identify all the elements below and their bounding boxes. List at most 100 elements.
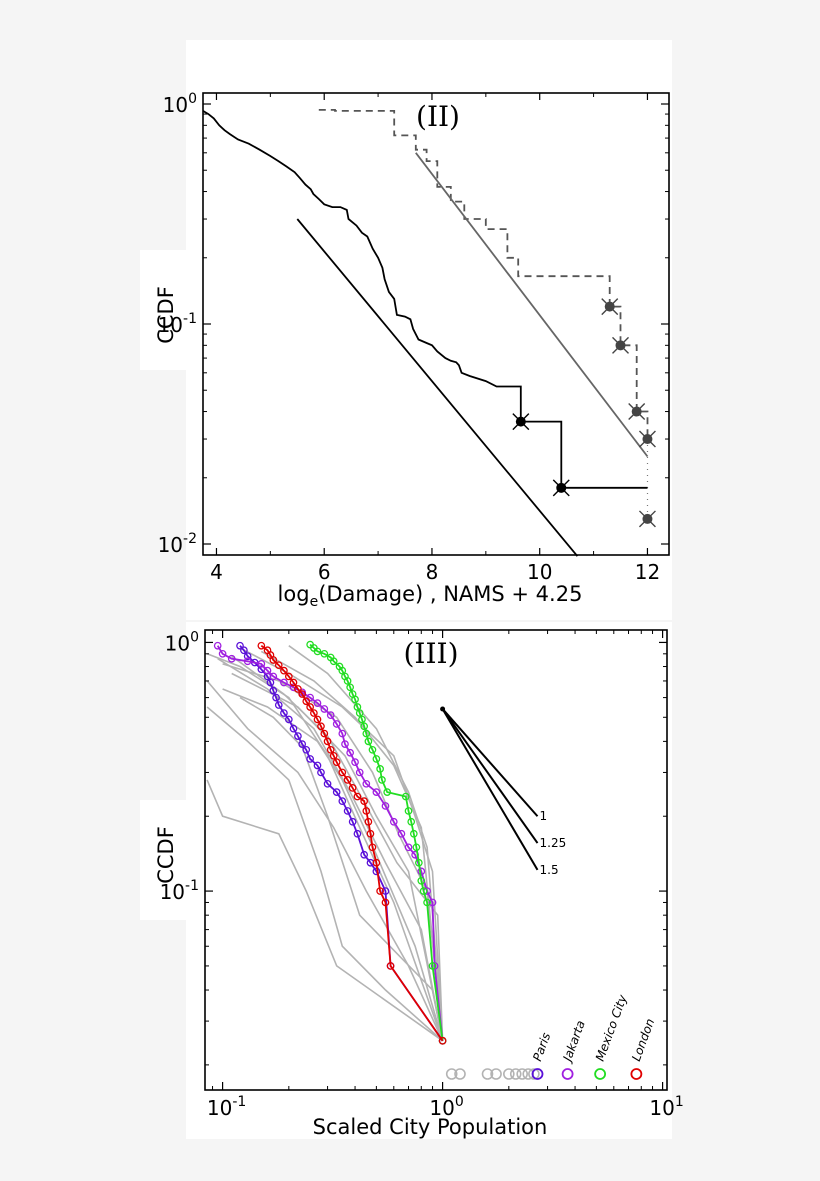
series-point bbox=[338, 797, 347, 805]
chart-panel-iii: 11.251.5 Paris Jakarta Mexico City London 1… bbox=[140, 622, 684, 1139]
series-point bbox=[294, 685, 302, 693]
series-point bbox=[329, 657, 338, 666]
series-point bbox=[376, 765, 384, 773]
series-point bbox=[284, 672, 293, 681]
series-point bbox=[274, 661, 283, 670]
series-point bbox=[368, 745, 377, 754]
legend-grey-marker bbox=[516, 1068, 528, 1080]
series-point bbox=[362, 807, 371, 815]
panel-iii-x-tick-label: 10-1 bbox=[207, 1094, 246, 1120]
series-point bbox=[351, 695, 359, 704]
series-point bbox=[348, 784, 357, 792]
series-point bbox=[298, 690, 307, 698]
series-point bbox=[358, 715, 366, 724]
series-point bbox=[428, 962, 437, 970]
series-point bbox=[269, 686, 278, 695]
panel-ii-marker-grey bbox=[612, 336, 630, 354]
legend-marker bbox=[531, 1068, 544, 1080]
series-point bbox=[372, 755, 381, 763]
x-label-log: log bbox=[278, 582, 310, 606]
series-point bbox=[372, 788, 381, 796]
reference-line-label: 1.5 bbox=[540, 863, 559, 877]
panel-iii-x-tick-label: 101 bbox=[649, 1094, 683, 1120]
series-point bbox=[438, 1036, 447, 1045]
series-point bbox=[269, 672, 278, 681]
panel-ii-series-black-fit-line bbox=[296, 218, 579, 557]
panel-ii-markers bbox=[512, 298, 656, 528]
panel-iii-y-axis-label: CCDF bbox=[154, 826, 178, 884]
series-point bbox=[236, 641, 244, 650]
panel-ii-black-series bbox=[202, 110, 648, 557]
series-point bbox=[348, 817, 357, 826]
series-point bbox=[376, 887, 384, 895]
series-point bbox=[323, 737, 332, 746]
series-point bbox=[343, 807, 352, 815]
series-point bbox=[313, 761, 322, 770]
series-point bbox=[272, 693, 280, 702]
panel-ii-x-tick-label: 12 bbox=[635, 560, 660, 584]
series-point bbox=[243, 657, 252, 666]
series-point bbox=[257, 660, 266, 668]
panel-ii-x-axis-label: loge(Damage) , NAMS + 4.25 bbox=[278, 582, 583, 610]
panel-iii-grey-line bbox=[222, 688, 444, 1042]
x-label-rest: (Damage) , NAMS + 4.25 bbox=[318, 582, 582, 606]
series-point bbox=[313, 699, 322, 707]
series-point bbox=[404, 843, 413, 852]
series-point bbox=[419, 887, 428, 895]
series-london bbox=[257, 641, 447, 1045]
series-point bbox=[329, 751, 338, 760]
panel-iii-y-tick-label: 10-1 bbox=[160, 878, 199, 904]
series-point bbox=[351, 758, 359, 767]
series-point bbox=[389, 817, 398, 826]
series-point bbox=[317, 768, 325, 777]
series-point bbox=[240, 646, 248, 655]
legend-marker bbox=[561, 1068, 574, 1080]
series-point bbox=[415, 858, 423, 867]
series-point bbox=[338, 768, 347, 777]
series-point bbox=[227, 654, 236, 663]
series-point bbox=[346, 748, 355, 757]
series-point bbox=[378, 776, 386, 784]
panel-iii-reference-lines: 1 1.25 1.5 bbox=[440, 706, 567, 877]
series-point bbox=[302, 697, 311, 706]
panel-ii-series-grey-fit-line bbox=[415, 152, 649, 458]
series-point bbox=[401, 792, 410, 801]
series-point bbox=[289, 724, 298, 733]
panel-iii-label: (III) bbox=[403, 637, 458, 670]
panel-ii-marker-black bbox=[512, 413, 530, 431]
series-mexico-city bbox=[306, 640, 447, 1045]
series-point bbox=[362, 779, 371, 788]
panel-iii-ylabel-bg bbox=[140, 800, 200, 920]
series-point bbox=[243, 652, 252, 661]
series-point bbox=[397, 829, 406, 838]
panel-iii-grey-line bbox=[288, 645, 444, 1041]
series-point bbox=[274, 701, 283, 709]
legend-marker bbox=[594, 1068, 607, 1080]
legend-grey-marker bbox=[490, 1068, 502, 1080]
reference-line-label: 1.25 bbox=[540, 836, 567, 850]
chart-panel-ii: 4 6 8 10 12 100 10-1 10-2 (II) loge(Damage) , N… bbox=[140, 40, 672, 620]
series-point bbox=[346, 683, 355, 692]
series-point bbox=[360, 797, 369, 805]
series-point bbox=[355, 709, 364, 717]
panel-ii-y-tick-label: 10-1 bbox=[158, 311, 197, 337]
panel-ii-x-tick-label: 10 bbox=[527, 560, 552, 584]
x-label-subscript: e bbox=[310, 594, 319, 610]
panel-ii-series-solid-black-step bbox=[202, 110, 648, 489]
series-point bbox=[428, 898, 437, 907]
legend-grey-marker bbox=[509, 1068, 522, 1080]
series-point bbox=[326, 711, 335, 719]
series-point bbox=[263, 666, 272, 675]
legend-grey-marker bbox=[503, 1068, 515, 1080]
panel-iii-grey-line bbox=[231, 672, 444, 1041]
series-point bbox=[280, 666, 288, 675]
panel-iii-city-series bbox=[213, 640, 447, 1045]
series-point bbox=[317, 722, 325, 731]
series-point bbox=[404, 807, 413, 815]
series-point bbox=[364, 737, 373, 746]
series-point bbox=[372, 858, 381, 867]
legend-grey-marker bbox=[481, 1068, 494, 1080]
panel-ii-marker-grey bbox=[628, 403, 646, 421]
series-point bbox=[353, 829, 362, 838]
series-point bbox=[298, 740, 307, 748]
